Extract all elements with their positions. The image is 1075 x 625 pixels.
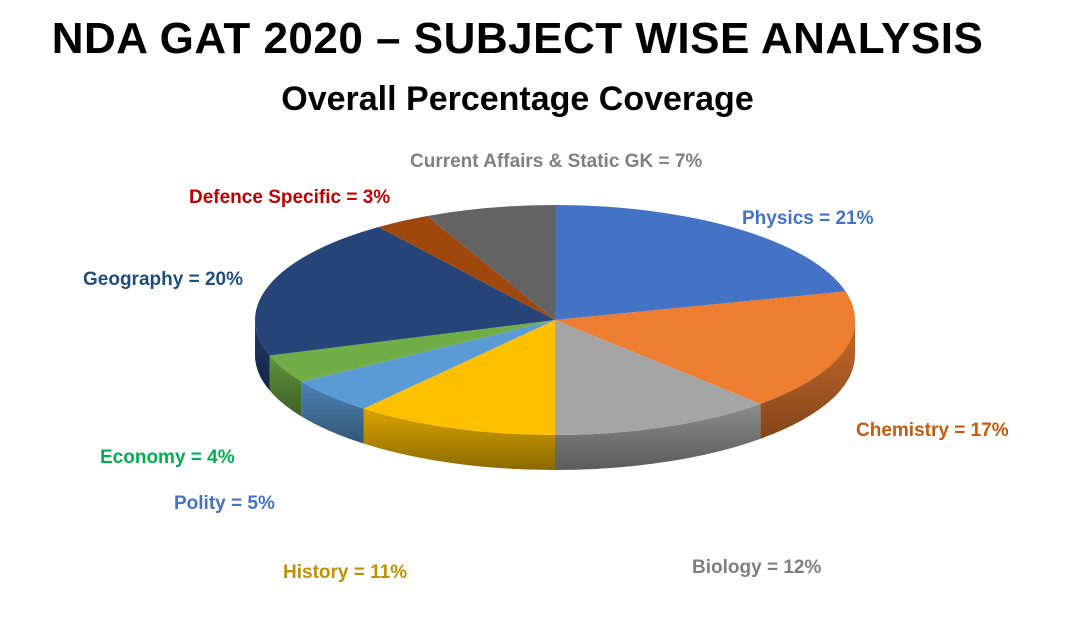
slice-history <box>363 320 555 435</box>
side-polity <box>301 381 364 444</box>
slice-biology <box>555 320 761 435</box>
label-current-affairs: Current Affairs & Static GK = 7% <box>410 151 703 172</box>
slice-chemistry <box>555 291 855 404</box>
label-polity: Polity = 5% <box>174 493 275 514</box>
label-chemistry: Chemistry = 17% <box>856 420 1009 441</box>
side-geography <box>255 320 270 391</box>
slice-economy <box>269 320 555 382</box>
label-geography: Geography = 20% <box>83 269 243 290</box>
side-economy <box>269 355 302 417</box>
slice-geography <box>255 226 556 356</box>
side-biology <box>555 403 761 470</box>
label-physics: Physics = 21% <box>742 208 874 229</box>
chart-title: NDA GAT 2020 – SUBJECT WISE ANALYSIS <box>51 14 984 63</box>
slice-current-affairs-static-gk <box>427 205 555 320</box>
side-chemistry <box>760 320 856 439</box>
label-history: History = 11% <box>283 562 408 583</box>
label-biology: Biology = 12% <box>692 557 822 578</box>
side-history <box>363 408 555 470</box>
label-economy: Economy = 4% <box>100 447 235 468</box>
label-defence-specific: Defence Specific = 3% <box>189 187 391 208</box>
slice-physics <box>555 205 846 320</box>
slice-polity <box>301 320 555 409</box>
slice-defence-specific <box>378 215 555 320</box>
chart-subtitle: Overall Percentage Coverage <box>281 80 754 118</box>
